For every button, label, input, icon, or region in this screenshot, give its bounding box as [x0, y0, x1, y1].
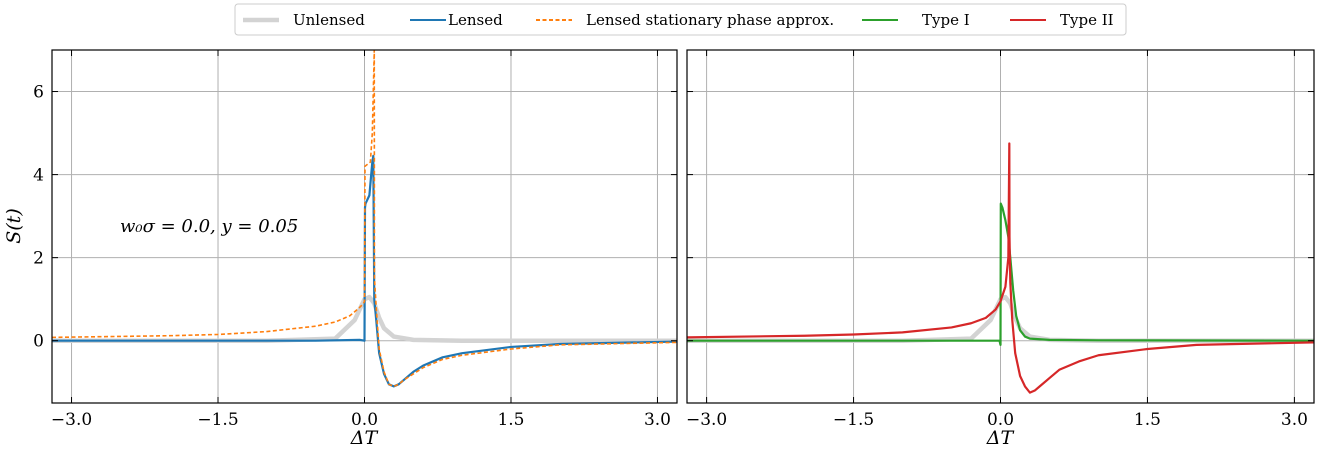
series-line-type-i	[687, 202, 1314, 346]
x-tick-label: 1.5	[1134, 410, 1161, 430]
legend-entry-lensed-stationary-phase-approx: Lensed stationary phase approx.	[536, 11, 834, 29]
y-tick-label: 2	[33, 249, 44, 269]
left-panel: −3.0 −1.5 0.0 1.5 3.0 0 2 4 6 w₀σ = 0.0, y = 0.0…	[3, 49, 678, 449]
legend-label-lensed-stationary-phase-approx: Lensed stationary phase approx.	[586, 11, 834, 29]
x-tick-label: 1.5	[497, 410, 524, 430]
series-line-type-ii	[687, 142, 1314, 394]
legend-label-type-ii: Type II	[1060, 11, 1114, 29]
series-line-lensed	[52, 154, 677, 388]
x-tick-label: 3.0	[1281, 410, 1308, 430]
x-tick-label: 0.0	[987, 410, 1014, 430]
y-tick-label: 4	[33, 166, 44, 186]
right-x-axis-title: ΔT	[986, 427, 1015, 449]
legend-label-unlensed: Unlensed	[293, 11, 365, 29]
y-tick-label: 6	[33, 83, 44, 103]
x-tick-label: −1.5	[197, 410, 238, 430]
series-line-lensed-stationary-phase-approx	[52, 50, 677, 388]
right-panel: −3.0 −1.5 0.0 1.5 3.0 ΔT	[686, 49, 1315, 449]
y-axis-title: S(t)	[3, 208, 25, 243]
legend-label-type-i: Type I	[922, 11, 970, 29]
x-tick-label: −3.0	[51, 410, 92, 430]
x-tick-label: −3.0	[686, 410, 727, 430]
legend: Unlensed Lensed Lensed stationary phase ap…	[234, 3, 1127, 36]
legend-entry-type-ii: Type II	[1010, 11, 1114, 29]
x-tick-label: −1.5	[833, 410, 874, 430]
left-x-axis-title: ΔT	[350, 427, 379, 449]
legend-frame	[234, 3, 1127, 36]
parameter-annotation: w₀σ = 0.0, y = 0.05	[120, 216, 298, 237]
x-tick-label: 0.0	[351, 410, 378, 430]
legend-label-lensed: Lensed	[448, 11, 503, 29]
legend-entry-unlensed: Unlensed	[243, 11, 365, 29]
legend-entry-lensed: Lensed	[410, 11, 503, 29]
legend-entry-type-i: Type I	[862, 11, 970, 29]
y-tick-label: 0	[33, 332, 44, 352]
x-tick-label: 3.0	[644, 410, 671, 430]
